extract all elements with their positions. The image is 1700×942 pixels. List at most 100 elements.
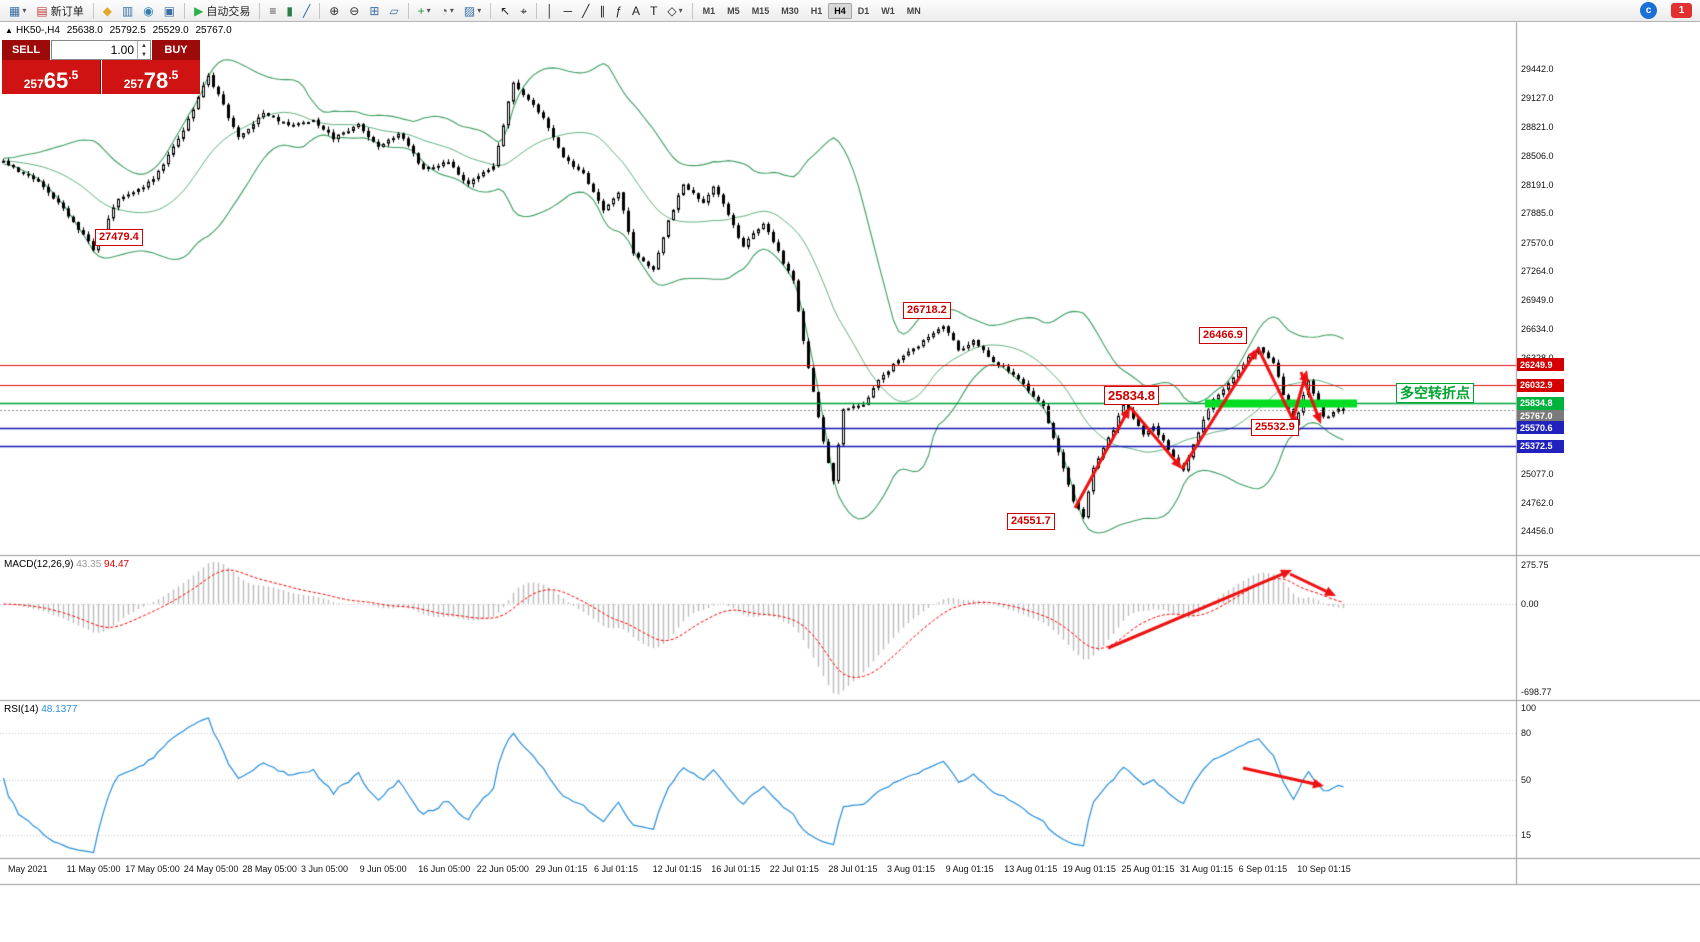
indicators-button-icon: + — [417, 3, 425, 18]
auto-trading-button[interactable]: ▶ 自动交易 — [190, 1, 254, 21]
price-fraction: .5 — [168, 68, 179, 82]
ohlc-high: 25792.5 — [109, 25, 146, 36]
price-label-27479[interactable]: 27479.4 — [95, 229, 143, 246]
ohlc-open: 25638.0 — [66, 25, 103, 36]
ohlc-close: 25767.0 — [195, 25, 232, 36]
lot-increase-icon[interactable]: ▲ — [141, 42, 147, 49]
templates-button-icon: ▨ — [463, 3, 476, 18]
lot-size-input[interactable]: 1.00 ▲ ▼ — [51, 40, 151, 60]
vertical-line-button-icon: │ — [546, 3, 554, 18]
channel-button-icon: ∥ — [599, 3, 606, 18]
crosshair-button[interactable]: ⌖ — [516, 1, 531, 21]
profiles-button[interactable]: ◆ — [99, 1, 116, 21]
text-button[interactable]: A — [628, 1, 644, 21]
price-label-25532[interactable]: 25532.9 — [1251, 419, 1299, 436]
line-chart-button[interactable]: ╱ — [299, 1, 314, 21]
fibonacci-button-icon: ƒ — [615, 3, 623, 18]
price-prefix: 257 — [23, 77, 44, 91]
symbol-info: HK50-,H4 25638.0 25792.5 25529.0 25767.0 — [16, 25, 236, 36]
price-label-26466[interactable]: 26466.9 — [1199, 327, 1247, 344]
trendline-button[interactable]: ╱ — [578, 1, 593, 21]
timeframe-h4-button[interactable]: H4 — [828, 2, 852, 19]
profiles-button-icon: ◆ — [102, 3, 112, 18]
new-order-button-icon: ▤ — [36, 3, 48, 18]
channel-button[interactable]: ∥ — [595, 1, 609, 21]
lot-spinner: ▲ ▼ — [137, 41, 150, 59]
zoom-in-button[interactable]: ⊕ — [325, 1, 343, 21]
trendline-button-icon: ╱ — [582, 3, 590, 18]
shapes-button-icon: ◇ — [667, 3, 677, 18]
timeframe-mn-button[interactable]: MN — [906, 5, 921, 16]
price-label-26718[interactable]: 26718.2 — [903, 302, 951, 319]
label-button[interactable]: T — [646, 1, 661, 21]
cursor-button[interactable]: ↖ — [496, 1, 514, 21]
toolbar-separator — [259, 2, 261, 19]
indicators-button-dropdown-icon[interactable]: ▾ — [426, 6, 431, 15]
notification-badge[interactable]: 1 — [1671, 3, 1692, 18]
terminal-button[interactable]: ▣ — [160, 1, 179, 21]
timeframe-h1-button[interactable]: H1 — [810, 5, 823, 16]
new-order-button[interactable]: ▤ 新订单 — [32, 1, 87, 21]
toolbar-separator — [184, 2, 186, 19]
sell-price[interactable]: 257 65.5 — [2, 60, 101, 94]
timeframe-m30-button[interactable]: M30 — [781, 5, 799, 16]
templates-button[interactable]: ▨ ▾ — [460, 1, 485, 21]
ohlc-low: 25529.0 — [152, 25, 189, 36]
navigator-button[interactable]: ◉ — [139, 1, 157, 21]
toolbar-separator — [407, 2, 409, 19]
lot-decrease-icon[interactable]: ▼ — [141, 51, 147, 58]
text-button-icon: A — [632, 3, 641, 18]
bars-chart-button[interactable]: ≡ — [265, 1, 280, 21]
vertical-line-button[interactable]: │ — [542, 1, 558, 21]
indicators-button[interactable]: + ▾ — [414, 1, 435, 21]
tile-windows-button[interactable]: ⊞ — [365, 1, 383, 21]
templates-button-dropdown-icon[interactable]: ▾ — [477, 6, 482, 15]
price-big-digits: 78 — [143, 68, 169, 93]
buy-price[interactable]: 257 78.5 — [102, 60, 200, 94]
toolbar-separator — [536, 2, 538, 19]
periods-button-dropdown-icon[interactable]: ▾ — [449, 6, 454, 15]
price-label-24551[interactable]: 24551.7 — [1007, 513, 1055, 530]
periods-button-icon: ◔ — [440, 3, 448, 18]
one-click-trading-panel: SELL 1.00 ▲ ▼ BUY 257 65.5 257 78.5 — [2, 40, 200, 94]
line-chart-button-icon: ╱ — [302, 3, 311, 18]
crosshair-button-icon: ⌖ — [520, 3, 528, 18]
shapes-button[interactable]: ◇ ▾ — [663, 1, 686, 21]
sell-button[interactable]: SELL — [2, 40, 50, 60]
zoom-out-button-icon: ⊖ — [349, 3, 360, 18]
cascade-windows-button[interactable]: ▱ — [385, 1, 402, 21]
toolbar-separator — [92, 2, 94, 19]
shapes-button-dropdown-icon[interactable]: ▾ — [678, 6, 683, 15]
one-click-collapse-icon[interactable]: ▲ — [5, 26, 13, 35]
periods-button[interactable]: ◔ ▾ — [437, 1, 458, 21]
toolbar-separator — [490, 2, 492, 19]
toolbar-right: c 1 — [1640, 2, 1692, 19]
symbol-name: HK50-,H4 — [16, 25, 60, 36]
terminal-button-icon: ▣ — [163, 3, 176, 18]
timeframe-m15-button[interactable]: M15 — [751, 5, 770, 16]
timeframe-m5-button[interactable]: M5 — [727, 5, 740, 16]
new-order-button-label: 新订单 — [50, 5, 84, 18]
community-icon[interactable]: c — [1640, 2, 1657, 19]
cascade-windows-button-icon: ▱ — [389, 3, 399, 18]
market-watch-button[interactable]: ▥ — [118, 1, 137, 21]
buy-button[interactable]: BUY — [152, 40, 200, 60]
bars-chart-button-icon: ≡ — [269, 3, 277, 18]
lot-size-value[interactable]: 1.00 — [110, 43, 134, 57]
candlestick-chart-button[interactable]: ▮ — [282, 1, 297, 21]
new-chart-button-dropdown-icon[interactable]: ▾ — [22, 6, 27, 15]
turning-point-label[interactable]: 多空转折点 — [1396, 383, 1474, 403]
zoom-in-button-icon: ⊕ — [329, 3, 340, 18]
toolbar-separator — [691, 2, 693, 19]
fibonacci-button[interactable]: ƒ — [611, 1, 626, 21]
new-chart-button[interactable]: ▦ ▾ — [5, 1, 30, 21]
zoom-out-button[interactable]: ⊖ — [345, 1, 363, 21]
price-label-25834[interactable]: 25834.8 — [1104, 386, 1159, 405]
horizontal-line-button[interactable]: ─ — [560, 1, 577, 21]
timeframe-d1-button[interactable]: D1 — [857, 5, 870, 16]
timeframe-m1-button[interactable]: M1 — [702, 5, 716, 16]
timeframe-w1-button[interactable]: W1 — [881, 5, 895, 16]
tile-windows-button-icon: ⊞ — [369, 3, 380, 18]
